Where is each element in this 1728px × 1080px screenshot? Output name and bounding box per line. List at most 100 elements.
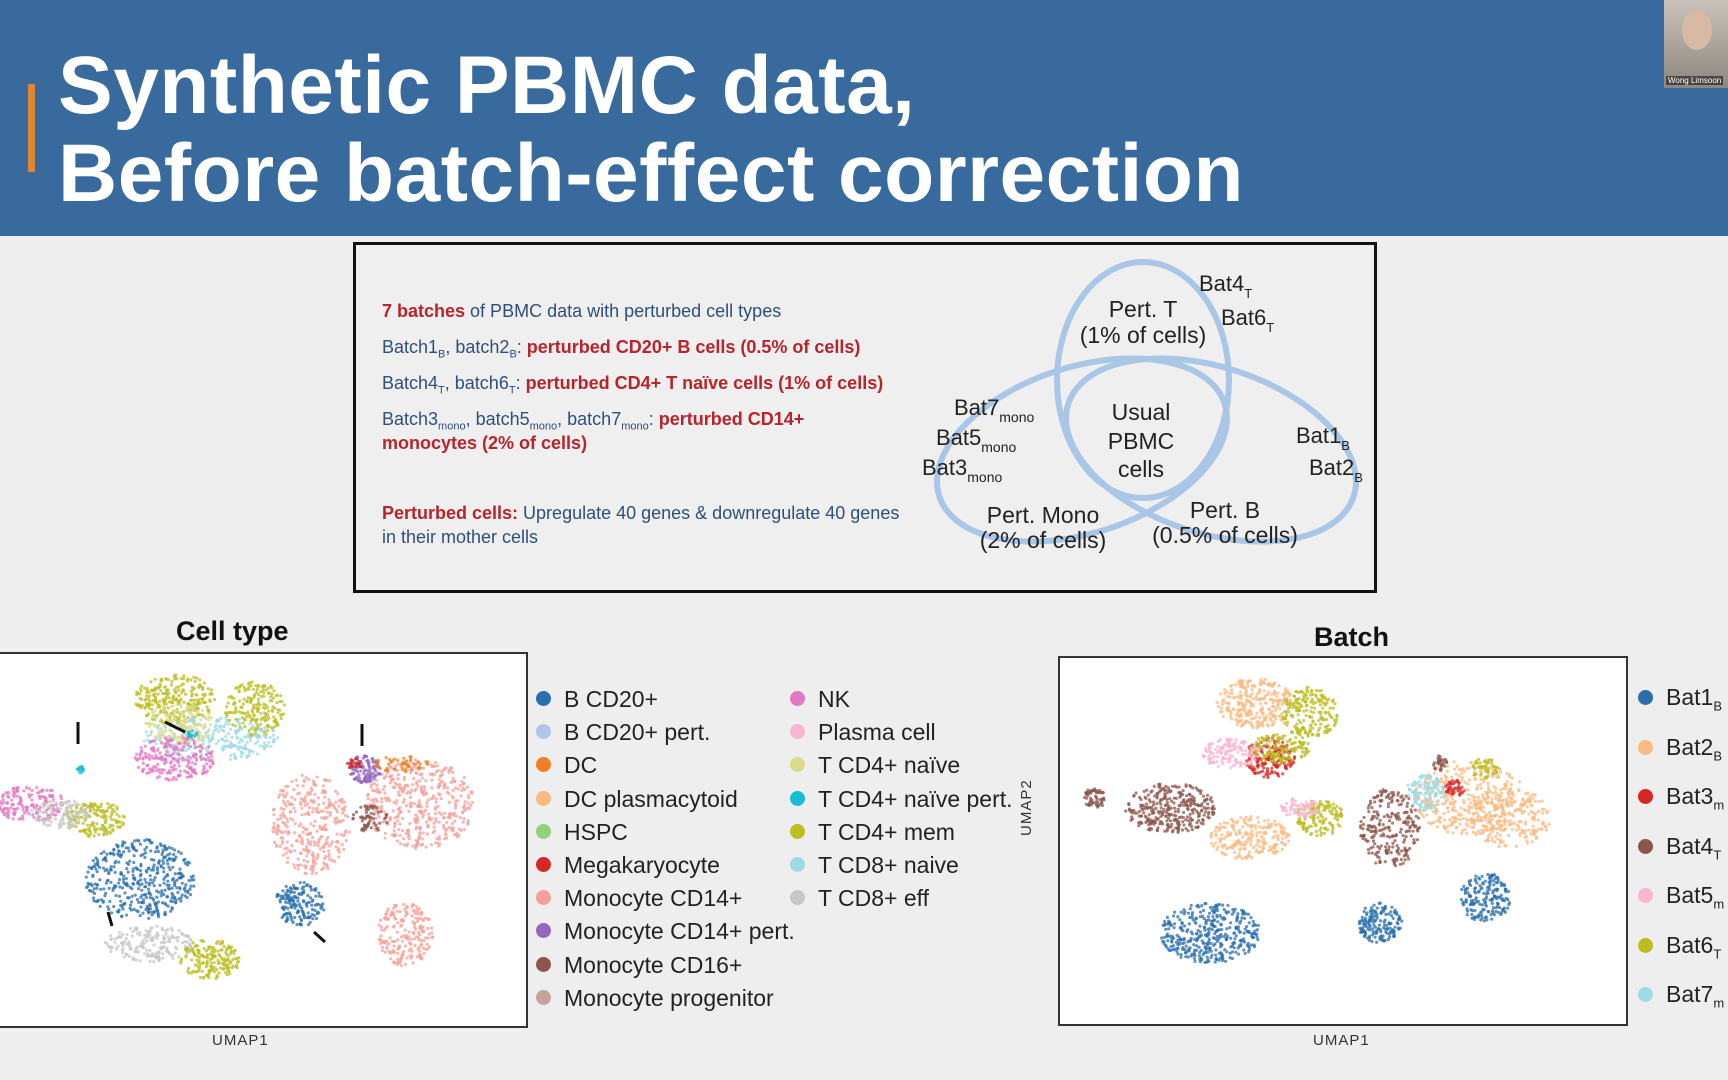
celltype-legend-swatch bbox=[536, 823, 551, 839]
batch-legend-label: Bat2B bbox=[1666, 733, 1722, 764]
celltype-legend-swatch bbox=[536, 989, 551, 1005]
venn-diagram: Pert. T (1% of cells) Usual PBMC cells P… bbox=[922, 259, 1363, 553]
info-sub: T bbox=[508, 384, 516, 397]
batch-legend-label: Bat3m bbox=[1666, 783, 1725, 813]
celltype-legend-swatch bbox=[536, 890, 551, 906]
batch-legend-swatch bbox=[1638, 739, 1653, 755]
celltype-legend-label: Monocyte progenitor bbox=[564, 984, 774, 1011]
umap-cluster bbox=[1406, 774, 1447, 812]
batch-xlabel: UMAP1 bbox=[1313, 1032, 1370, 1049]
arrow-marker bbox=[312, 930, 327, 944]
info-text: : bbox=[648, 409, 659, 429]
celltype-plot-title: Cell type bbox=[176, 616, 289, 646]
celltype-legend-label: Monocyte CD14+ bbox=[564, 885, 743, 912]
celltype-legend-swatch bbox=[536, 923, 551, 939]
umap-cluster bbox=[179, 939, 241, 981]
venn-bat7: Bat7mono bbox=[954, 395, 1035, 425]
umap-cluster bbox=[1209, 814, 1291, 861]
batch-legend-swatch bbox=[1638, 937, 1653, 953]
info-line-6: Perturbed cells: Upregulate 40 genes & d… bbox=[382, 503, 899, 524]
info-box: 7 batches of PBMC data with perturbed ce… bbox=[353, 242, 1377, 593]
info-line-1: 7 batches of PBMC data with perturbed ce… bbox=[382, 301, 781, 322]
venn-bat1: Bat1B bbox=[1296, 423, 1350, 453]
webcam-name-label: Wong Limsoon bbox=[1666, 76, 1724, 85]
umap-cluster bbox=[186, 729, 199, 739]
celltype-legend-label: Monocyte CD16+ bbox=[564, 951, 743, 978]
umap-cluster bbox=[1215, 677, 1293, 730]
celltype-legend-swatch bbox=[790, 857, 805, 872]
umap-cluster bbox=[373, 755, 430, 774]
celltype-legend-swatch bbox=[536, 724, 551, 740]
umap-cluster bbox=[1471, 757, 1500, 780]
celltype-legend-label: DC plasmacytoid bbox=[564, 785, 738, 812]
celltype-legend-swatch bbox=[790, 691, 805, 706]
venn-left-label-2: (2% of cells) bbox=[980, 527, 1107, 553]
info-text: , batch2 bbox=[445, 337, 510, 357]
celltype-legend-label: T CD4+ mem bbox=[818, 818, 955, 845]
umap-cluster bbox=[377, 902, 435, 968]
celltype-legend-label: Plasma cell bbox=[818, 719, 936, 746]
celltype-legend-label: NK bbox=[818, 686, 850, 712]
umap-cluster bbox=[275, 880, 326, 927]
slide-header: Synthetic PBMC data, Before batch-effect… bbox=[0, 0, 1728, 236]
celltype-legend-label: B CD20+ pert. bbox=[564, 719, 711, 746]
info-text: Batch4 bbox=[382, 373, 439, 393]
venn-right-label-1: Pert. B bbox=[1190, 497, 1260, 523]
batch-legend-label: Bat5m bbox=[1666, 882, 1725, 912]
celltype-legend-swatch bbox=[790, 757, 805, 773]
arrow-marker bbox=[106, 911, 114, 927]
umap-cluster bbox=[1432, 754, 1449, 773]
celltype-legend-label: Monocyte CD14+ pert. bbox=[564, 918, 795, 945]
presenter-avatar bbox=[1682, 10, 1712, 50]
celltype-legend-label: B CD20+ bbox=[564, 686, 658, 712]
venn-bat2: Bat2B bbox=[1309, 455, 1363, 485]
venn-bat6: Bat6T bbox=[1221, 305, 1274, 335]
umap-cluster bbox=[345, 757, 363, 770]
celltype-legend-swatch bbox=[536, 757, 551, 773]
batch-legend-label: Bat1B bbox=[1666, 684, 1722, 714]
celltype-legend-label: HSPC bbox=[564, 818, 628, 845]
umap-cluster bbox=[1160, 902, 1260, 964]
umap-cluster bbox=[1124, 782, 1216, 834]
info-line-6-highlight: Perturbed cells: bbox=[382, 503, 519, 523]
info-line-7-text: in their mother cells bbox=[382, 527, 539, 547]
batch-legend-label: Bat4T bbox=[1666, 832, 1722, 863]
info-text: : bbox=[516, 337, 527, 357]
batch-legend-label: Bat6T bbox=[1666, 931, 1722, 962]
celltype-legend-label: T CD8+ eff bbox=[818, 885, 930, 912]
venn-circle-b bbox=[1063, 355, 1359, 545]
title-accent-bar bbox=[28, 84, 35, 172]
celltype-legend-swatch bbox=[790, 790, 805, 806]
info-text: , batch5 bbox=[465, 409, 530, 429]
venn-circle-t bbox=[1054, 259, 1232, 501]
arrow-marker bbox=[164, 720, 186, 734]
celltype-legend-swatch bbox=[536, 857, 551, 872]
venn-center-3: cells bbox=[1118, 456, 1164, 482]
info-line-2: Batch1B, batch2B: perturbed CD20+ B cell… bbox=[382, 337, 860, 361]
umap-cluster bbox=[1249, 733, 1311, 765]
venn-center-2: PBMC bbox=[1108, 428, 1174, 454]
umap-cluster bbox=[65, 801, 126, 839]
title-line-2: Before batch-effect correction bbox=[58, 128, 1245, 219]
info-text: , batch7 bbox=[557, 409, 622, 429]
umap-cluster bbox=[1296, 799, 1344, 838]
umap-cluster bbox=[1468, 787, 1551, 849]
umap-cluster bbox=[84, 837, 196, 920]
info-line-4-highlight: perturbed CD14+ bbox=[658, 409, 805, 429]
venn-left-label-1: Pert. Mono bbox=[987, 502, 1100, 528]
title-line-1: Synthetic PBMC data, bbox=[58, 40, 916, 131]
batch-plot-title: Batch bbox=[1314, 622, 1390, 652]
info-text: , batch6 bbox=[444, 373, 509, 393]
info-line-1-text: of PBMC data with perturbed cell types bbox=[465, 301, 782, 321]
batch-legend-swatch bbox=[1638, 888, 1653, 903]
umap-cluster bbox=[0, 785, 65, 822]
venn-circle-mono bbox=[934, 355, 1230, 545]
venn-bat5: Bat5mono bbox=[936, 425, 1017, 455]
batch-ylabel: UMAP2 bbox=[1018, 779, 1035, 836]
info-text: Batch1 bbox=[382, 337, 439, 357]
batch-legend-swatch bbox=[1638, 987, 1653, 1002]
umap-cluster bbox=[1201, 737, 1261, 770]
webcam-thumbnail[interactable]: Wong Limsoon bbox=[1664, 0, 1728, 88]
umap-cluster bbox=[223, 680, 287, 739]
batch-umap-plot bbox=[1058, 656, 1628, 1026]
